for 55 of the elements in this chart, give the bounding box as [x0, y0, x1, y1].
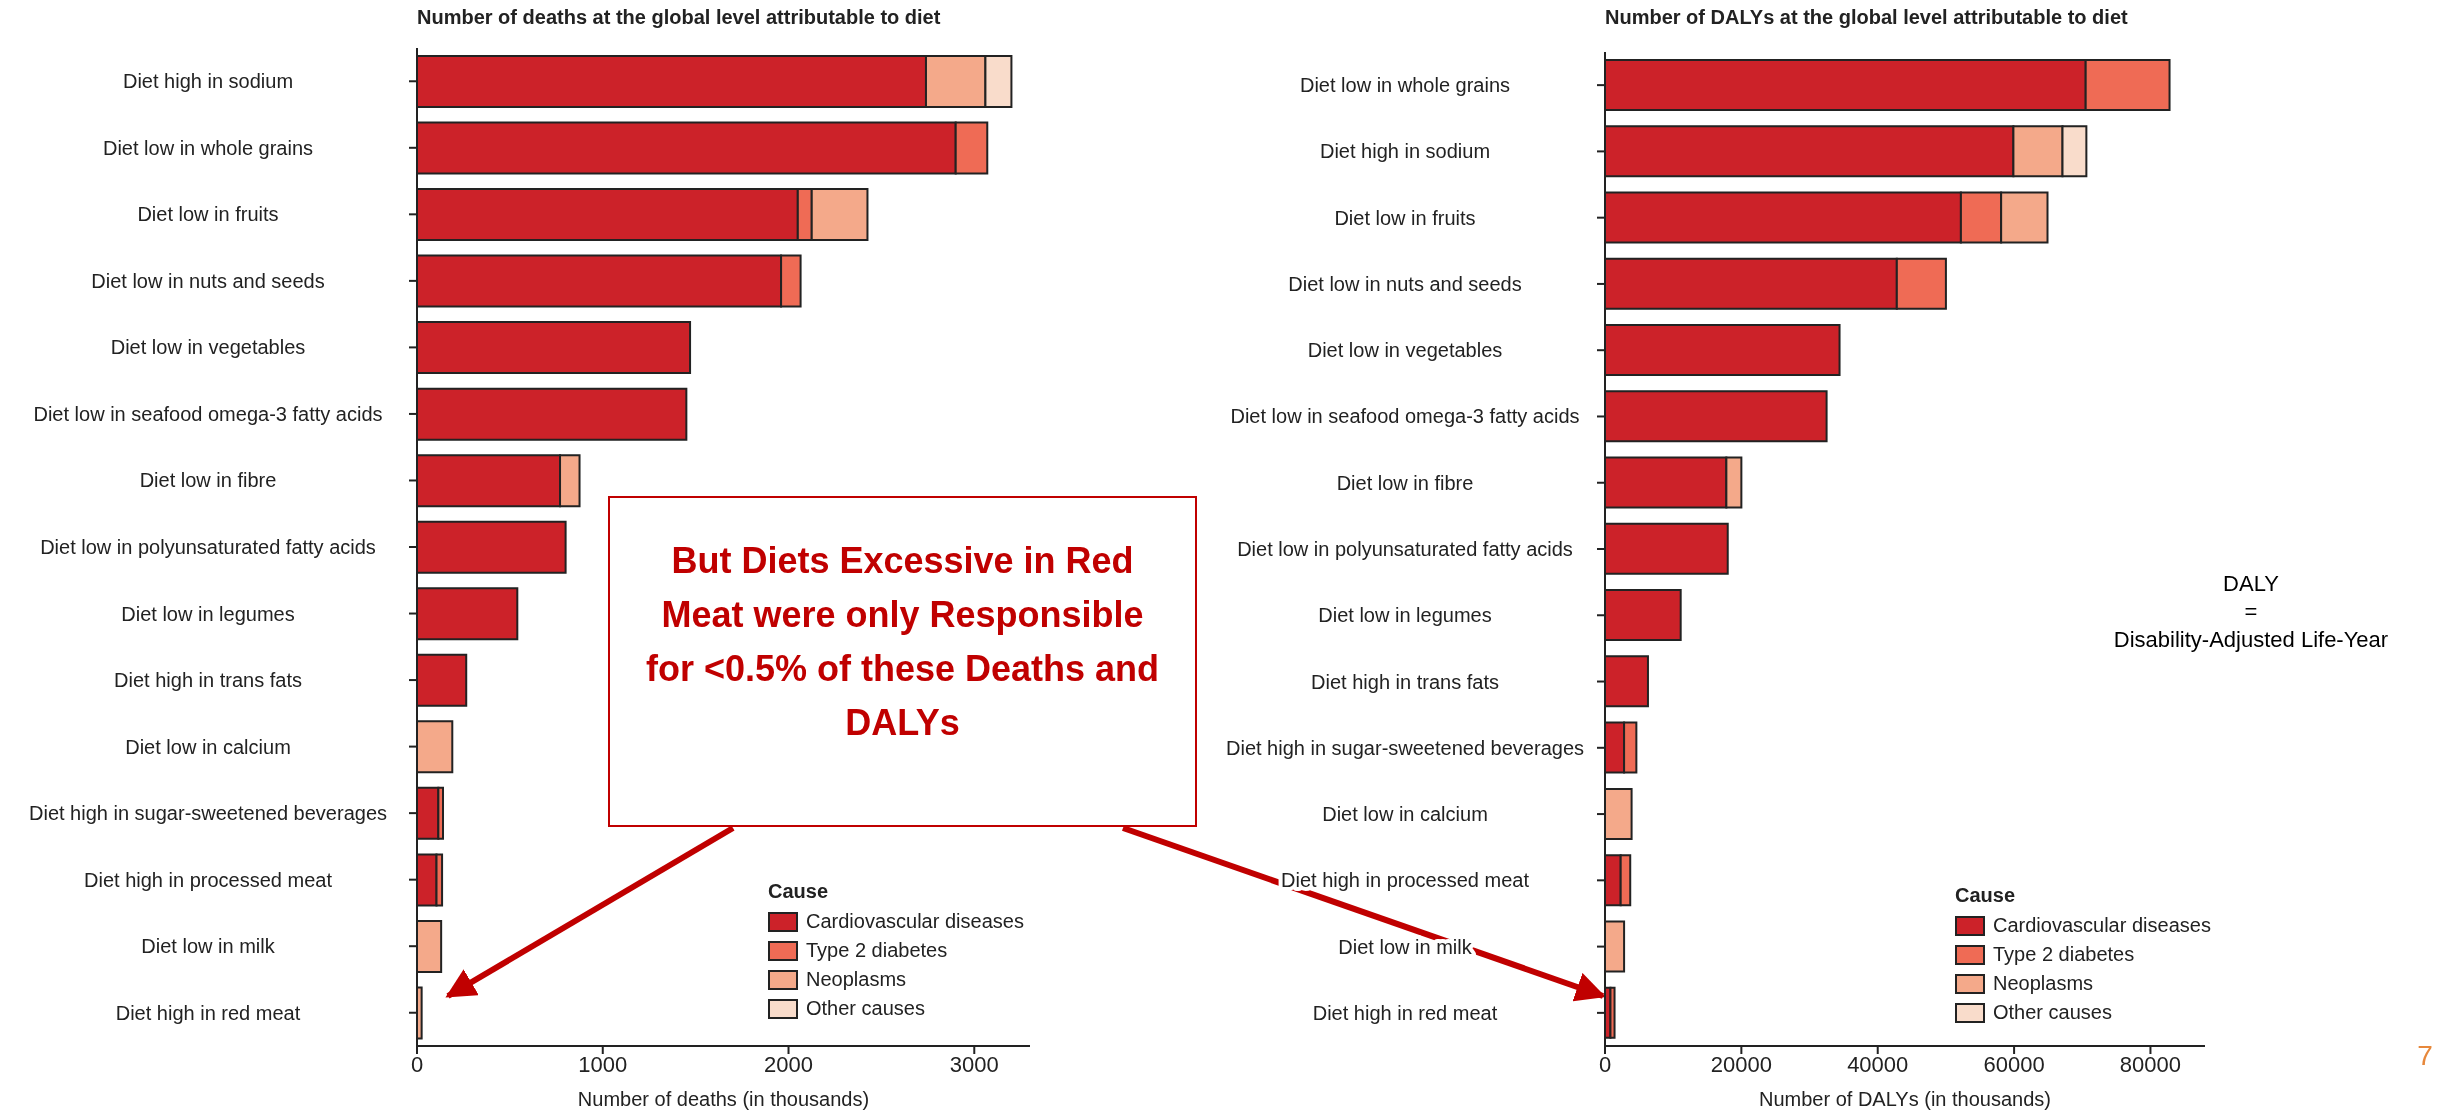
- y-tick-label: Diet low in fruits: [1334, 206, 1476, 229]
- x-tick-label: 40000: [1847, 1051, 1909, 1077]
- y-tick-label: Diet low in whole grains: [102, 136, 314, 159]
- annotation: But Diets Excessive in Red Meat were only Responsible for <0.5% of these Deaths and DALYs: [608, 496, 1197, 827]
- text: 7: [2416, 1040, 2434, 1072]
- y-tick-label: Diet high in processed meat: [1281, 869, 1530, 892]
- x-tick-label: 0: [1598, 1051, 1612, 1077]
- legend-label: Type 2 diabetes: [1993, 943, 2135, 966]
- chart-title: Number of deaths at the global level attributable to diet: [417, 6, 941, 29]
- y-tick-label: Diet low in nuts and seeds: [91, 269, 325, 292]
- y-tick-label: Diet low in seafood omega-3 fatty acids: [33, 402, 383, 425]
- y-tick-label: Diet high in sodium: [1319, 140, 1491, 163]
- legend-label: Cardiovascular diseases: [1993, 914, 2211, 937]
- y-tick-label: Diet low in fibre: [1336, 471, 1474, 494]
- y-tick-label: Diet high in sugar-sweetened beverages: [29, 802, 387, 825]
- y-tick-label: Diet low in polyunsaturated fatty acids: [40, 536, 376, 558]
- y-tick-label: Diet low in nuts and seeds: [1288, 272, 1522, 295]
- y-tick-label: Diet low in fibre: [139, 469, 277, 492]
- y-tick-label: Diet low in fruits: [137, 203, 279, 226]
- x-tick-label: 80000: [2119, 1051, 2182, 1077]
- y-tick-label: Diet low in vegetables: [110, 336, 306, 359]
- x-axis-title: Number of DALYs (in thousands): [1759, 1088, 2051, 1110]
- y-tick-label: Diet high in red meat: [115, 1001, 301, 1024]
- x-tick-label: 2000: [764, 1051, 813, 1077]
- x-tick-label: 1000: [578, 1051, 628, 1077]
- y-tick-label: Diet high in trans fats: [1311, 670, 1499, 693]
- legend-label: Other causes: [1993, 1001, 2112, 1024]
- y-tick-label: Diet high in sodium: [122, 70, 294, 93]
- x-tick-label: 60000: [1983, 1051, 2045, 1077]
- legend-title: Cause: [1955, 884, 2017, 907]
- y-tick-label: Diet high in red meat: [1312, 1001, 1498, 1024]
- legend-title: Cause: [768, 880, 830, 903]
- y-tick-label: Diet low in calcium: [1322, 803, 1488, 826]
- y-tick-label: Diet low in vegetables: [1307, 339, 1503, 362]
- legend-label: Type 2 diabetes: [806, 939, 948, 962]
- x-tick-label: 3000: [949, 1051, 999, 1077]
- y-tick-label: Diet low in seafood omega-3 fatty acids: [1230, 405, 1580, 428]
- legend-label: Cardiovascular diseases: [806, 910, 1024, 933]
- chart-title: Number of DALYs at the global level attributable to diet: [1605, 6, 2128, 29]
- y-tick-label: Diet low in whole grains: [1299, 74, 1511, 97]
- y-tick-label: Diet high in processed meat: [84, 868, 333, 891]
- y-tick-label: Diet low in calcium: [125, 735, 291, 758]
- legend-label: Neoplasms: [806, 968, 907, 991]
- y-tick-label: Diet low in milk: [141, 935, 276, 958]
- y-tick-label: Diet low in legumes: [1318, 604, 1492, 627]
- x-axis-title: Number of deaths (in thousands): [577, 1088, 870, 1110]
- y-tick-label: Diet high in sugar-sweetened beverages: [1226, 736, 1584, 759]
- annotation: DALY = Disability-Adjusted Life-Year: [2112, 570, 2390, 654]
- y-tick-label: Diet high in trans fats: [114, 669, 302, 692]
- legend-label: Other causes: [806, 997, 925, 1020]
- x-tick-label: 0: [410, 1051, 424, 1077]
- x-tick-label: 20000: [1710, 1051, 1772, 1077]
- y-tick-label: Diet low in polyunsaturated fatty acids: [1237, 538, 1573, 560]
- y-tick-label: Diet low in legumes: [121, 602, 295, 625]
- legend-label: Neoplasms: [1993, 972, 2094, 995]
